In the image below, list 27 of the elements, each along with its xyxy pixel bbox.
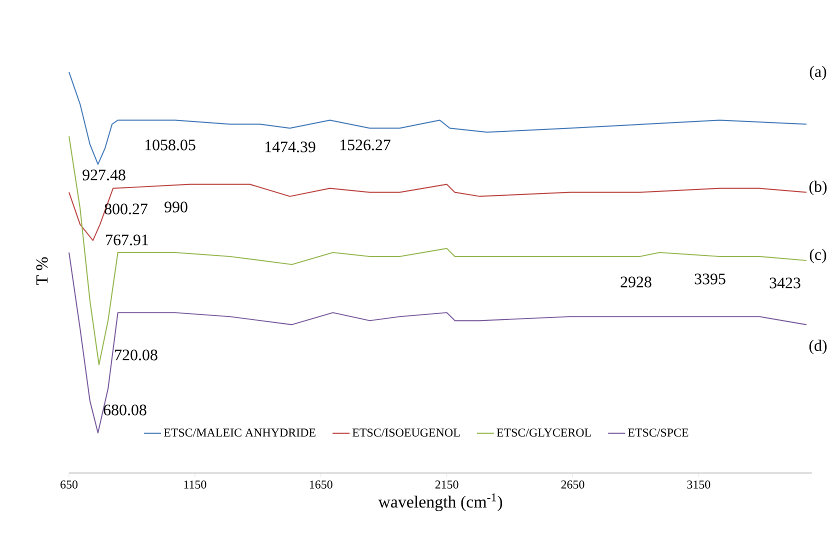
x-tick-label: 2650 xyxy=(561,480,584,489)
x-tick-label: 3150 xyxy=(687,480,710,489)
annotation: (d) xyxy=(809,340,827,354)
x-tick-label: 1650 xyxy=(310,480,332,489)
legend-label: ETSC/ISOEUGENOL xyxy=(352,428,460,437)
legend-label: ETSC/GLYCEROL xyxy=(496,428,591,437)
annotation: (a) xyxy=(810,66,826,80)
annotation: (b) xyxy=(809,180,827,196)
annotation: 1474.39 xyxy=(266,142,316,152)
x-tick-label: 2150 xyxy=(435,480,458,489)
annotation: 767.91 xyxy=(106,234,148,246)
annotation: 1526.27 xyxy=(340,140,390,150)
annotation: 1058.05 xyxy=(146,140,196,150)
annotation: 3395 xyxy=(694,274,726,284)
legend-label: ETSC/MALEIC ANHYDRIDE xyxy=(164,428,316,437)
y-axis-title: T % xyxy=(36,257,48,286)
x-axis-title: wavelength (cm$^{-1}$) xyxy=(378,493,502,512)
legend-label: ETSC/SPCE xyxy=(628,428,688,437)
annotation: 3423 xyxy=(770,278,800,288)
annotation: 990 xyxy=(164,202,188,212)
annotation: 927.48 xyxy=(82,170,126,180)
x-tick-label: 1150 xyxy=(184,480,206,489)
annotation: 2928 xyxy=(620,276,652,288)
annotation: (c) xyxy=(810,248,826,264)
annotation: 720.08 xyxy=(115,350,158,360)
x-tick-label: 650 xyxy=(60,480,78,489)
annotation: 680.08 xyxy=(104,404,146,416)
